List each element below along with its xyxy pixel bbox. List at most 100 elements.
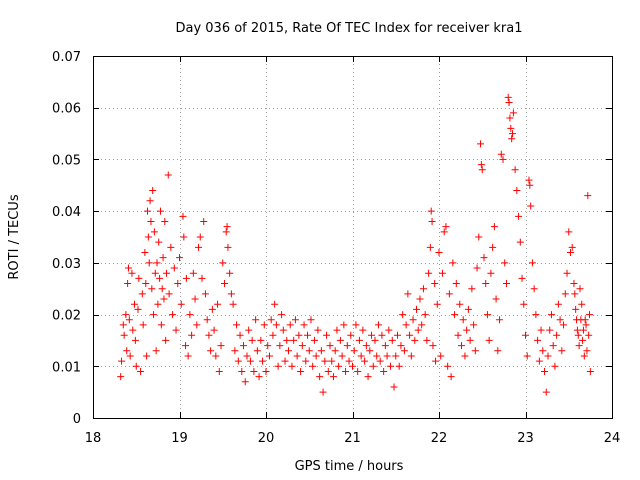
data-point [416, 295, 424, 303]
data-point [475, 233, 483, 241]
data-point [464, 305, 472, 313]
data-point [317, 347, 325, 355]
data-point [546, 326, 554, 334]
data-point [482, 280, 490, 288]
data-point [295, 331, 303, 339]
data-point [159, 254, 167, 262]
data-point [241, 378, 249, 386]
data-point [188, 331, 196, 339]
data-point [345, 357, 353, 365]
data-point [236, 331, 244, 339]
data-point [380, 367, 388, 375]
data-point [496, 316, 504, 324]
data-point [553, 331, 561, 339]
data-point [575, 342, 583, 350]
data-point [176, 254, 183, 262]
data-point [143, 352, 151, 360]
data-point [172, 326, 180, 334]
data-point [153, 259, 161, 267]
data-point [170, 264, 178, 272]
data-point [586, 367, 594, 375]
data-point [309, 362, 317, 370]
x-tick-label: 18 [85, 431, 102, 446]
data-point [554, 300, 562, 308]
data-point [528, 259, 536, 267]
data-point [429, 342, 437, 350]
data-point [227, 290, 235, 298]
data-point [585, 331, 593, 339]
data-point [161, 217, 169, 225]
data-point [286, 321, 294, 329]
data-point [437, 352, 445, 360]
data-point [267, 316, 275, 324]
data-point [165, 290, 173, 298]
data-point [440, 228, 448, 236]
data-point [402, 321, 410, 329]
data-point [312, 352, 320, 360]
data-point [586, 311, 594, 319]
data-point [392, 352, 400, 360]
data-point [466, 336, 474, 344]
data-point [383, 352, 391, 360]
data-point [445, 290, 453, 298]
data-point [452, 280, 460, 288]
data-point [123, 347, 131, 355]
data-point [561, 290, 569, 298]
data-point [157, 321, 165, 329]
data-point [276, 342, 284, 350]
data-point [542, 388, 550, 396]
data-point [260, 321, 268, 329]
data-point [162, 336, 170, 344]
data-point [195, 243, 203, 251]
data-point [291, 316, 299, 324]
data-point [579, 336, 587, 344]
data-point [154, 300, 162, 308]
data-point [371, 336, 379, 344]
data-point [584, 192, 592, 200]
data-point [201, 290, 209, 298]
data-point [163, 269, 171, 277]
data-point [471, 347, 479, 355]
data-point [184, 352, 192, 360]
data-point [214, 300, 222, 308]
data-point [335, 362, 343, 370]
data-point [366, 347, 374, 355]
data-point [556, 316, 564, 324]
chart-title: Day 036 of 2015, Rate Of TEC Index for r… [175, 21, 522, 36]
data-point [160, 295, 168, 303]
data-point [504, 93, 512, 101]
data-point [477, 161, 485, 169]
data-point [485, 336, 493, 344]
data-point [551, 362, 559, 370]
data-point [215, 367, 223, 375]
data-point [324, 367, 332, 375]
data-point [432, 357, 440, 365]
data-point [541, 367, 549, 375]
data-point [483, 311, 491, 319]
data-point [293, 352, 301, 360]
data-point [234, 357, 242, 365]
data-point [302, 357, 310, 365]
data-point [259, 357, 267, 365]
y-tick-label: 0.04 [52, 205, 81, 220]
data-point [385, 326, 393, 334]
data-point [279, 326, 287, 334]
axis-ticks: 18 19 20 21 22 23 24 0 0.01 0.02 0.03 0.04 0.05 0.06 0… [52, 50, 620, 446]
data-point [362, 342, 370, 350]
data-point [571, 290, 579, 298]
data-point [252, 316, 260, 324]
data-point [298, 342, 306, 350]
data-point [304, 331, 312, 339]
data-point [583, 347, 591, 355]
data-point [283, 336, 291, 344]
data-point [413, 305, 421, 313]
data-point [307, 316, 315, 324]
data-point [262, 367, 270, 375]
data-point [509, 130, 517, 138]
data-point [373, 352, 381, 360]
data-point [226, 269, 234, 277]
data-point [290, 336, 298, 344]
data-point [579, 326, 587, 334]
data-point [438, 269, 446, 277]
data-point [117, 373, 125, 381]
